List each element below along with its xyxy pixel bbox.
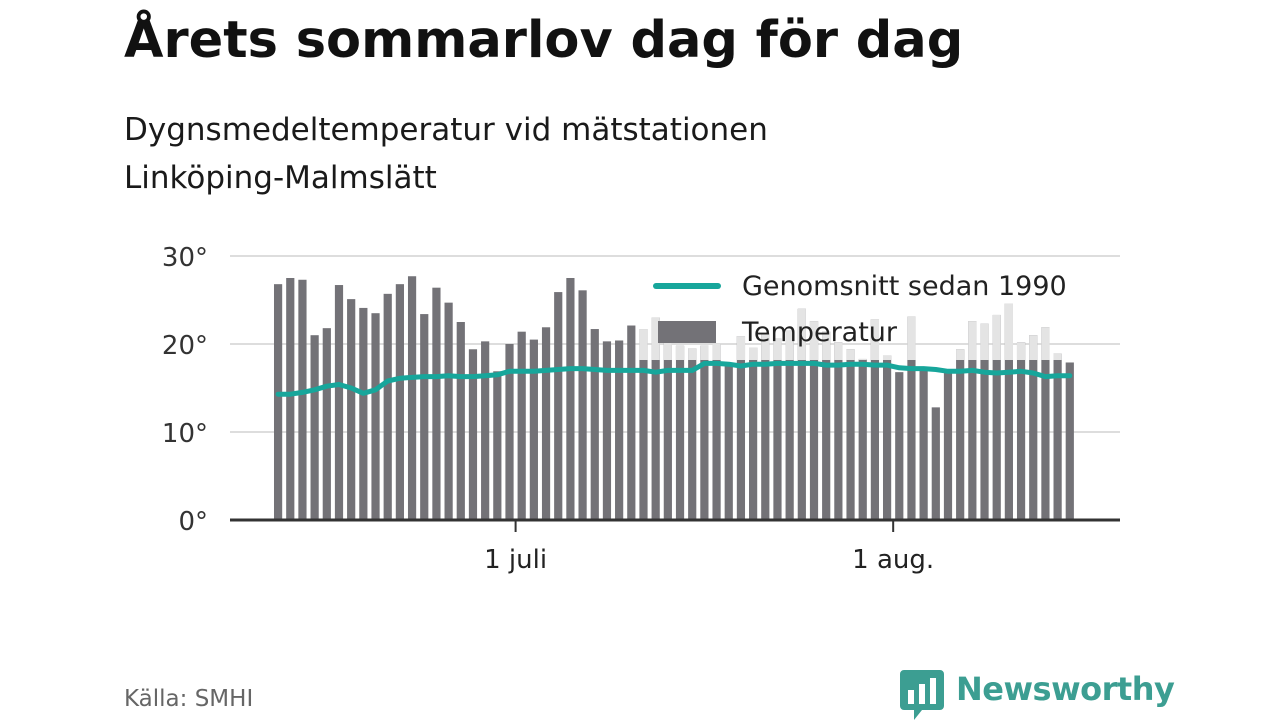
bar	[700, 345, 709, 520]
bar	[578, 290, 587, 520]
y-tick-label: 20°	[162, 331, 208, 361]
bar	[675, 345, 685, 520]
bar	[907, 316, 916, 520]
bar	[895, 372, 904, 520]
bar	[785, 330, 794, 520]
bar	[1029, 335, 1038, 520]
chart-subtitle: Dygnsmedeltemperatur vid mätstationen Li…	[124, 106, 1024, 202]
bar	[554, 292, 563, 520]
bar	[383, 293, 392, 520]
bar	[407, 276, 417, 520]
bar	[444, 302, 453, 520]
legend-swatch-bar	[658, 321, 716, 343]
bar	[724, 366, 733, 520]
bar	[334, 285, 344, 520]
bar	[310, 335, 319, 520]
x-tick-label: 1 juli	[484, 545, 547, 575]
average-line	[275, 360, 1073, 397]
bar	[858, 358, 867, 520]
bar	[517, 331, 526, 520]
bar	[834, 342, 843, 520]
bar	[481, 341, 490, 520]
bar	[956, 349, 965, 520]
logo-text: Newsworthy	[956, 670, 1175, 708]
bar	[468, 349, 478, 520]
bar	[651, 317, 660, 520]
x-tick-label: 1 aug.	[852, 545, 934, 575]
legend-label-temperature: Temperatur	[741, 317, 898, 348]
bar	[566, 278, 575, 520]
legend-label-average: Genomsnitt sedan 1990	[742, 271, 1067, 302]
bar	[992, 314, 1001, 520]
bar	[663, 342, 672, 520]
bar	[712, 344, 721, 520]
bar	[602, 341, 612, 520]
chart-title: Årets sommarlov dag för dag	[124, 11, 964, 70]
bar	[505, 344, 514, 520]
bar	[931, 407, 940, 520]
bar	[980, 323, 989, 520]
bar	[493, 371, 502, 520]
bar	[298, 279, 307, 520]
bar	[359, 307, 368, 520]
bar	[761, 333, 770, 520]
bar	[773, 338, 782, 520]
bar	[420, 314, 429, 520]
bar	[1004, 303, 1013, 520]
bar	[615, 340, 624, 520]
bar	[1065, 362, 1074, 520]
x-axis: 1 juli 1 aug.	[230, 518, 1120, 575]
y-tick-label: 0°	[178, 507, 208, 537]
bar	[846, 349, 855, 520]
newsworthy-chart-bubble-icon	[900, 670, 944, 720]
bar	[943, 369, 953, 520]
bar	[809, 321, 819, 520]
bar	[688, 348, 697, 520]
bar	[968, 321, 977, 520]
temperature-chart: 0° 10° 20° 30° 1 juli 1 aug. Genomsnitt seda…	[162, 243, 1120, 575]
source-note: Källa: SMHI	[124, 686, 254, 712]
y-axis-labels: 0° 10° 20° 30°	[162, 243, 208, 537]
y-tick-label: 10°	[162, 419, 208, 449]
bar	[749, 347, 758, 520]
bar	[395, 284, 404, 520]
bar	[347, 299, 356, 520]
average-line-path	[275, 360, 1073, 397]
bar	[273, 284, 283, 520]
bar	[1016, 342, 1026, 520]
bar	[797, 308, 806, 520]
bars	[273, 276, 1074, 520]
bar	[639, 329, 648, 520]
legend: Genomsnitt sedan 1990 Temperatur	[653, 271, 1067, 348]
newsworthy-logo: Newsworthy	[900, 668, 1175, 720]
bar	[627, 325, 636, 520]
legend-item-average: Genomsnitt sedan 1990	[653, 271, 1067, 302]
legend-item-temperature: Temperatur	[658, 317, 898, 348]
bar	[590, 329, 599, 520]
subtitle-line-2: Linköping-Malmslätt	[124, 160, 437, 196]
bar	[870, 319, 880, 520]
subtitle-line-1: Dygnsmedeltemperatur vid mätstationen	[124, 112, 768, 148]
bar	[371, 313, 380, 520]
bar	[1041, 327, 1050, 520]
bar	[1053, 353, 1062, 520]
bar	[919, 369, 928, 520]
bar	[529, 339, 538, 520]
bar	[286, 278, 295, 520]
y-tick-label: 30°	[162, 243, 208, 273]
bar	[736, 336, 746, 520]
bar	[322, 328, 331, 520]
bar	[822, 331, 831, 520]
bar	[432, 287, 441, 520]
bar	[541, 327, 551, 520]
bar	[882, 355, 892, 520]
bar	[456, 322, 465, 520]
